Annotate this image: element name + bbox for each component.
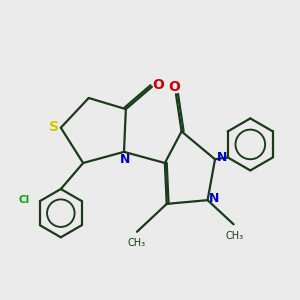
Text: N: N [217, 151, 228, 164]
Text: CH₃: CH₃ [225, 231, 243, 241]
Text: O: O [153, 78, 164, 92]
Text: O: O [168, 80, 180, 94]
Text: S: S [49, 120, 59, 134]
Text: Cl: Cl [18, 195, 29, 205]
Text: N: N [119, 153, 130, 166]
Text: N: N [209, 192, 220, 205]
Text: CH₃: CH₃ [127, 238, 145, 248]
